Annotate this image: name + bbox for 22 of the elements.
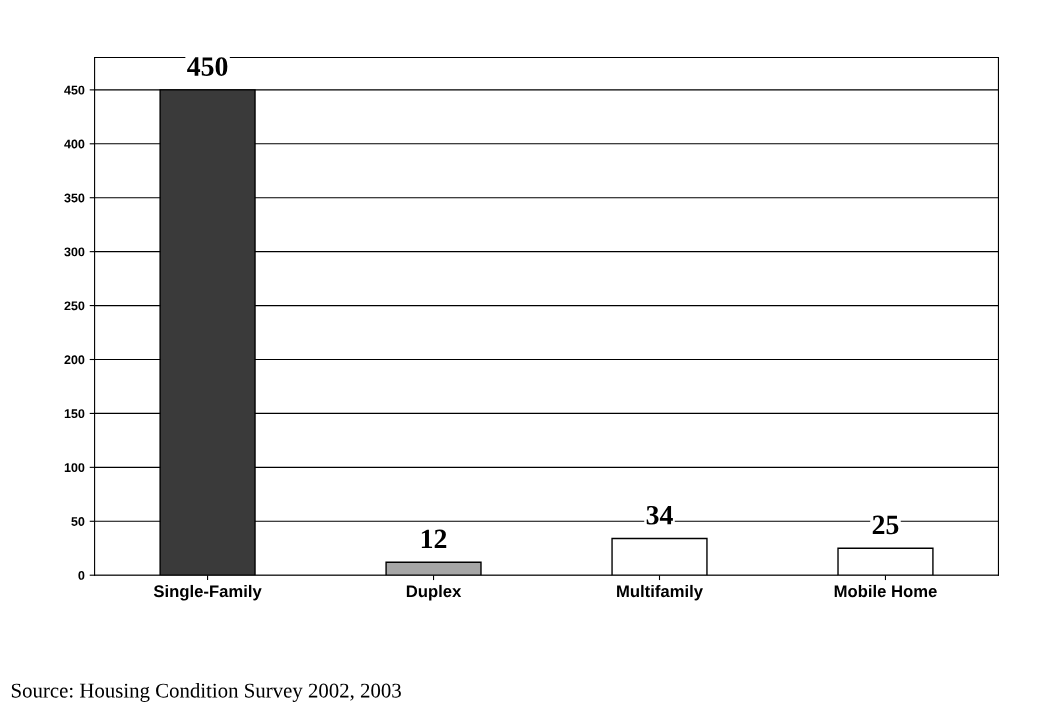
data-label: 34: [646, 505, 673, 525]
x-tick-label: Multifamily: [617, 584, 703, 601]
y-tick-label: 100: [64, 463, 85, 472]
y-tick-label: 0: [78, 571, 85, 580]
x-tick-label: Duplex: [406, 584, 462, 601]
data-label: 450: [187, 57, 228, 76]
y-tick-label: 350: [64, 193, 85, 203]
bar: [611, 537, 708, 576]
y-tick-label: 400: [64, 139, 85, 149]
y-tick-label: 50: [71, 517, 85, 526]
y-tick-label: 250: [64, 301, 85, 311]
data-label: 12: [421, 529, 447, 549]
y-tick-label: 300: [64, 247, 85, 257]
data-label: 25: [872, 515, 899, 535]
bar: [385, 561, 482, 576]
x-tick-label: Single-Family: [153, 584, 262, 601]
y-tick-label: 450: [64, 85, 85, 95]
x-tick-label: Mobile Home: [834, 584, 937, 598]
y-tick-label: 150: [64, 409, 85, 419]
source-note: Source: Housing Condition Survey 2002, 2003: [11, 682, 401, 702]
y-tick-label: 200: [64, 355, 85, 365]
bar: [837, 547, 934, 576]
